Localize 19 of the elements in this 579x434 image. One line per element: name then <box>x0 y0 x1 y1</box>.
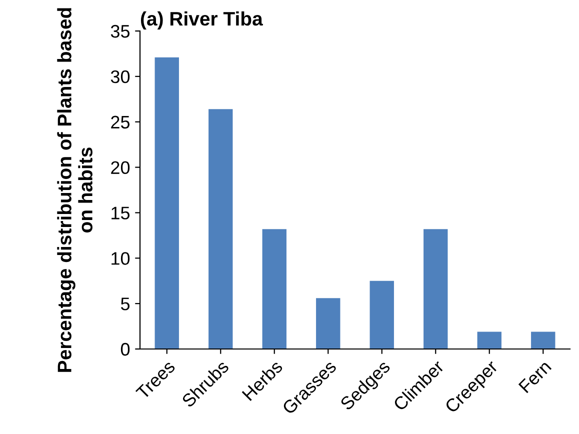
bar <box>531 332 556 349</box>
bar <box>370 280 394 349</box>
bar <box>477 332 502 349</box>
bar <box>154 57 179 349</box>
y-tick-label: 15 <box>112 206 130 220</box>
y-tick-label: 30 <box>110 70 130 84</box>
y-axis-title: Percentage distribution of Plants based on habits <box>57 8 92 372</box>
bar <box>424 229 448 349</box>
bar <box>208 109 233 349</box>
bar <box>316 298 340 349</box>
y-tick-label: 5 <box>120 298 130 310</box>
chart-title: (a) River Tiba <box>140 11 263 30</box>
y-tick-label: 10 <box>112 252 130 265</box>
bar <box>262 229 286 349</box>
y-tick-label: 0 <box>120 342 130 356</box>
y-tick-label: 20 <box>111 161 130 174</box>
y-tick-label: 25 <box>111 116 130 129</box>
x-tick-label: Fern <box>518 360 552 394</box>
y-tick-label: 35 <box>110 24 130 38</box>
